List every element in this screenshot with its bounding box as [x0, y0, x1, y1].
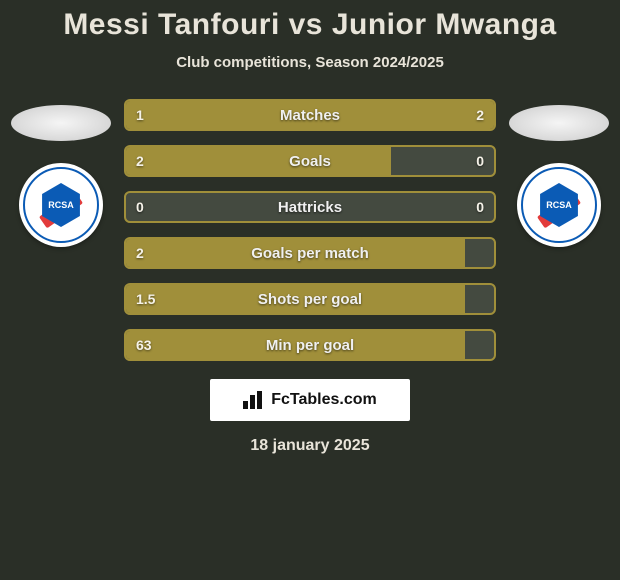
player-right-column: RCSA	[504, 99, 614, 247]
stat-bar-row: Matches1 2	[124, 99, 496, 131]
stat-bar-label: Matches	[126, 101, 494, 129]
stat-bar-right-value	[474, 285, 494, 313]
stat-bar-row: Hattricks0 0	[124, 191, 496, 223]
stat-bar-label: Shots per goal	[126, 285, 494, 313]
stats-comparison-card: Messi Tanfouri vs Junior Mwanga Club com…	[0, 0, 620, 580]
player-left-club-badge: RCSA	[19, 163, 103, 247]
stat-bar-right-value: 0	[466, 147, 494, 175]
stat-bar-row: Goals2 0	[124, 145, 496, 177]
stat-bar-right-value: 2	[466, 101, 494, 129]
branding-text: FcTables.com	[271, 391, 377, 409]
stat-bar-left-value: 1	[126, 101, 154, 129]
stat-bar-right-value	[474, 331, 494, 359]
stat-bar-left-value: 0	[126, 193, 154, 221]
stat-bar-row: Shots per goal1.5	[124, 283, 496, 315]
stat-bar-label: Goals per match	[126, 239, 494, 267]
stat-bar-left-value: 63	[126, 331, 162, 359]
stat-bar-left-value: 2	[126, 147, 154, 175]
player-right-club-badge: RCSA	[517, 163, 601, 247]
stat-bar-right-value: 0	[466, 193, 494, 221]
page-subtitle: Club competitions, Season 2024/2025	[0, 54, 620, 71]
chart-icon	[243, 391, 265, 409]
stat-bar-label: Hattricks	[126, 193, 494, 221]
date-line: 18 january 2025	[0, 437, 620, 455]
stat-bar-label: Min per goal	[126, 331, 494, 359]
stat-bar-row: Min per goal63	[124, 329, 496, 361]
comparison-body: RCSA Matches12Goals20Hattricks00Goals pe…	[0, 99, 620, 361]
stat-bar-left-value: 1.5	[126, 285, 165, 313]
stat-bar-label: Goals	[126, 147, 494, 175]
stat-bar-row: Goals per match2	[124, 237, 496, 269]
page-title: Messi Tanfouri vs Junior Mwanga	[0, 8, 620, 42]
branding-badge: FcTables.com	[210, 379, 410, 421]
stat-bar-right-value	[474, 239, 494, 267]
player-left-avatar	[11, 105, 111, 141]
stat-bar-left-value: 2	[126, 239, 154, 267]
stat-bars: Matches12Goals20Hattricks00Goals per mat…	[116, 99, 504, 361]
player-right-avatar	[509, 105, 609, 141]
player-left-column: RCSA	[6, 99, 116, 247]
